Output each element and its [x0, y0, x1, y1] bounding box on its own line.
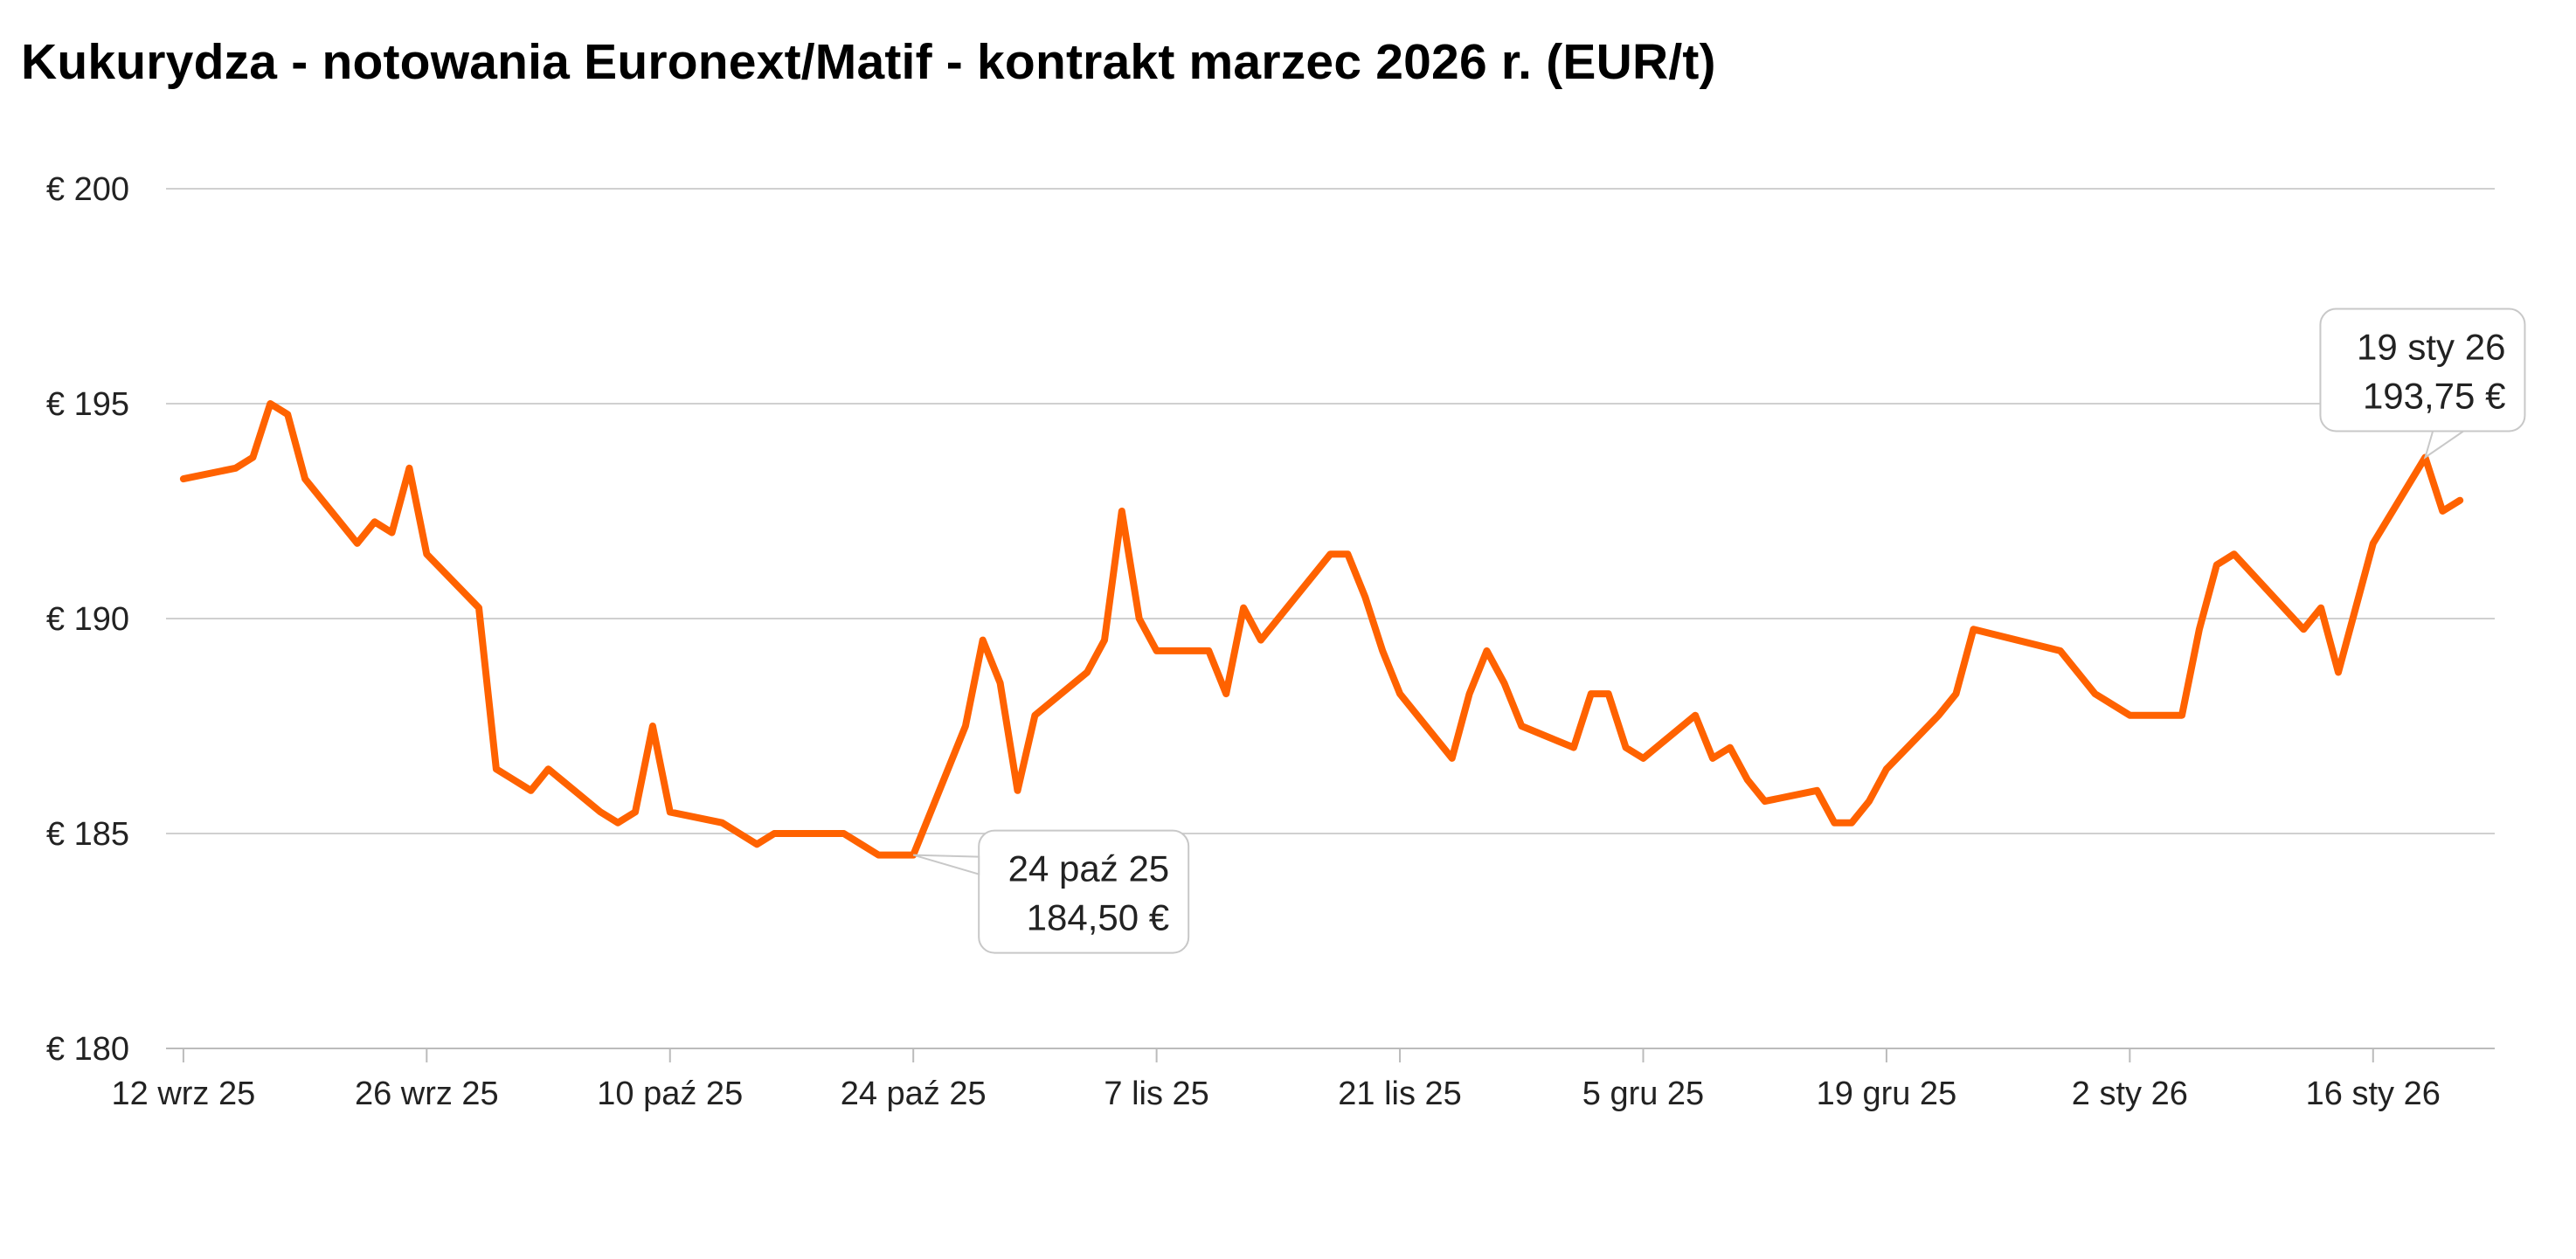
x-tick-label-1: 26 wrz 25 — [355, 1076, 499, 1112]
x-tick-label-5: 21 lis 25 — [1338, 1076, 1462, 1112]
callouts: 24 paź 25 184,50 € 19 sty 26 193,75 € — [912, 308, 2526, 954]
gridlines — [166, 188, 2495, 834]
x-tick-label-9: 16 sty 26 — [2306, 1076, 2441, 1112]
x-tick-label-7: 19 gru 25 — [1817, 1076, 1957, 1112]
x-axis: 12 wrz 25 26 wrz 25 10 paź 25 24 paź 25 7 li… — [112, 1048, 2495, 1112]
y-tick-label-200: € 200 — [46, 171, 129, 208]
callout-box — [978, 829, 1190, 954]
callout-value: 184,50 € — [1027, 897, 1170, 938]
y-tick-label-185: € 185 — [46, 816, 129, 853]
callout-date: 24 paź 25 — [1008, 848, 1170, 889]
callout-0: 24 paź 25 184,50 € — [912, 829, 1190, 954]
callout-date: 19 sty 26 — [2357, 327, 2505, 368]
x-tick-label-3: 24 paź 25 — [841, 1076, 987, 1112]
x-tick-label-6: 5 gru 25 — [1582, 1076, 1704, 1112]
y-tick-label-180: € 180 — [46, 1031, 129, 1068]
callout-1: 19 sty 26 193,75 € — [2319, 308, 2526, 460]
y-tick-label-195: € 195 — [46, 386, 129, 423]
callout-pointer — [912, 854, 980, 875]
y-axis-ticks: € 200 € 195 € 190 € 185 € 180 — [46, 171, 129, 1068]
callout-value: 193,75 € — [2363, 376, 2506, 417]
x-tick-label-2: 10 paź 25 — [597, 1076, 743, 1112]
callout-box — [2319, 308, 2526, 432]
y-tick-label-190: € 190 — [46, 601, 129, 638]
x-tick-label-4: 7 lis 25 — [1104, 1076, 1208, 1112]
callout-pointer — [2423, 430, 2467, 460]
series-group — [179, 400, 2464, 859]
series-line-0 — [179, 400, 2464, 859]
x-tick-label-8: 2 sty 26 — [2072, 1076, 2188, 1112]
chart-title: Kukurydza - notowania Euronext/Matif - k… — [21, 34, 1716, 90]
x-tick-label-0: 12 wrz 25 — [112, 1076, 256, 1112]
